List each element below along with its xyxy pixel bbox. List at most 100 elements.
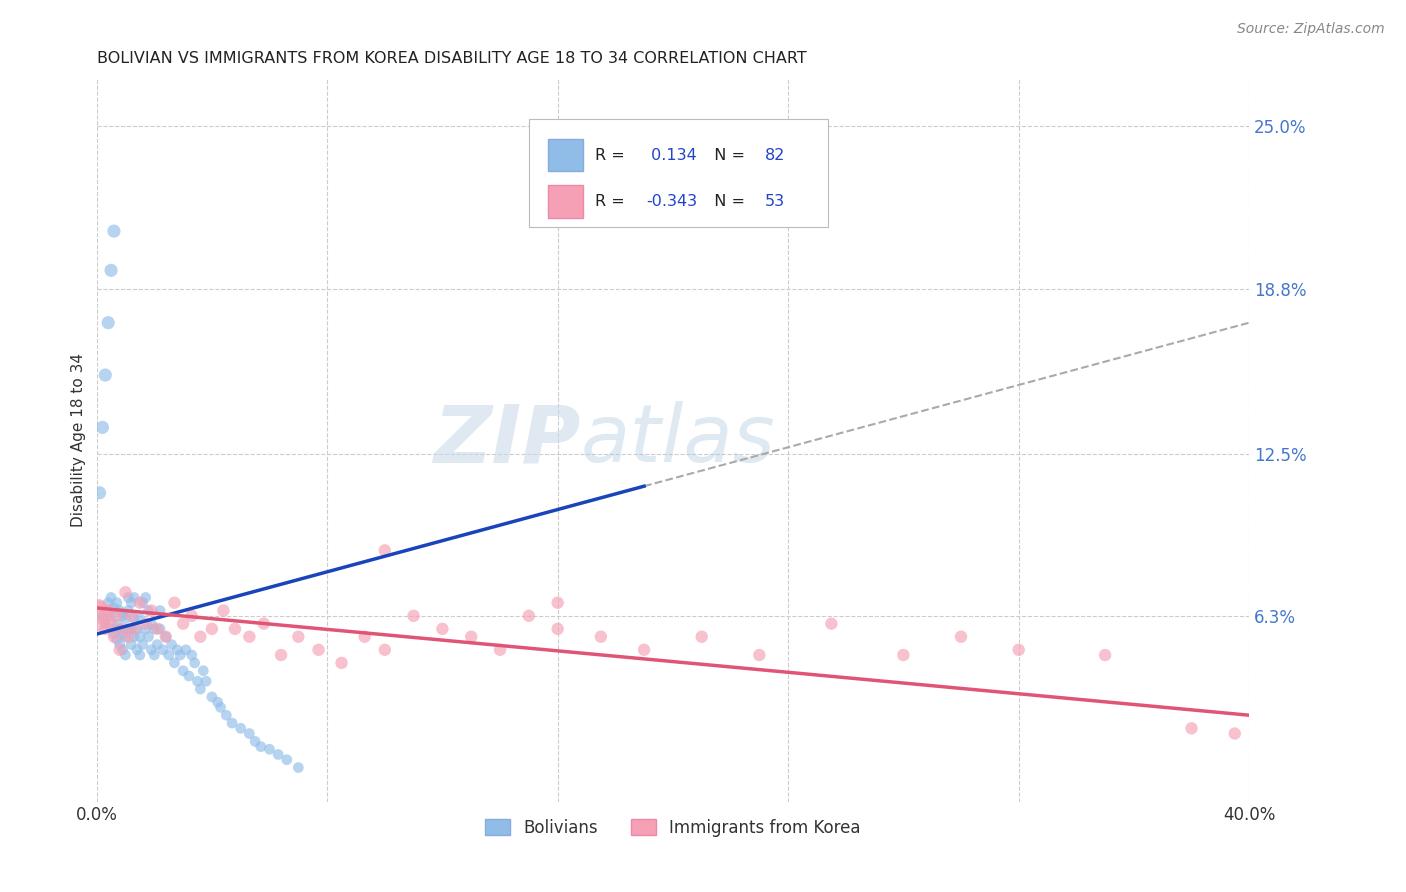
Point [128,630,150,644]
Point [224,622,246,636]
Text: N =: N = [704,147,751,162]
Point [122,611,145,625]
Point [100,622,122,636]
Point [166,642,188,657]
Point [163,596,186,610]
Point [120,596,142,610]
Text: N =: N = [704,194,751,209]
Point [193,664,215,678]
Text: 82: 82 [765,147,786,162]
Point [215,708,238,723]
Point [190,630,212,644]
Point [143,648,166,662]
Y-axis label: Disability Age 18 to 34: Disability Age 18 to 34 [72,353,86,527]
Point [94,368,117,382]
Legend: Bolivians, Immigrants from Korea: Bolivians, Immigrants from Korea [478,813,868,844]
Point [172,616,194,631]
Point [547,622,569,636]
Point [105,616,128,631]
Point [950,630,973,644]
Point [111,622,134,636]
Point [120,622,142,636]
Text: -0.343: -0.343 [647,194,697,209]
Point [111,608,134,623]
Point [589,630,612,644]
Point [141,616,163,631]
Point [177,669,200,683]
Point [111,627,134,641]
Point [91,608,114,623]
Point [190,681,212,696]
Point [207,695,229,709]
Point [111,642,134,657]
Point [149,622,172,636]
Point [141,603,163,617]
Point [128,611,150,625]
Point [114,585,136,599]
Point [135,622,157,636]
Point [253,616,276,631]
Point [149,603,172,617]
Point [155,630,177,644]
Point [180,608,202,623]
Point [143,622,166,636]
Point [114,630,136,644]
Point [117,630,139,644]
Point [89,599,111,613]
Text: ZIP: ZIP [433,401,581,480]
Point [146,638,169,652]
Point [353,630,375,644]
Point [267,747,290,762]
Point [103,627,125,641]
FancyBboxPatch shape [548,186,583,218]
Point [89,485,111,500]
Point [195,674,218,689]
Point [287,760,309,774]
Point [128,648,150,662]
Point [157,648,180,662]
Point [186,674,208,689]
Point [128,596,150,610]
Point [374,642,396,657]
Text: R =: R = [595,194,630,209]
Point [432,622,454,636]
Point [108,622,131,636]
Point [250,739,273,754]
Point [460,630,482,644]
Point [103,601,125,615]
Point [183,656,205,670]
Point [690,630,713,644]
Point [108,603,131,617]
Point [105,632,128,647]
Point [132,596,155,610]
Point [103,224,125,238]
Point [633,642,655,657]
Text: R =: R = [595,147,630,162]
Point [374,543,396,558]
Point [120,638,142,652]
Point [238,630,260,644]
Point [103,630,125,644]
Point [108,642,131,657]
Point [97,316,120,330]
Text: Source: ZipAtlas.com: Source: ZipAtlas.com [1237,22,1385,37]
Point [893,648,915,662]
Point [163,656,186,670]
Point [229,721,252,735]
Point [146,622,169,636]
Point [132,638,155,652]
Point [94,622,117,636]
Point [100,263,122,277]
Point [308,642,330,657]
Point [97,596,120,610]
FancyBboxPatch shape [548,139,583,171]
Point [94,616,117,631]
Point [180,648,202,662]
Point [402,608,425,623]
Point [1094,648,1116,662]
Point [138,603,160,617]
Point [114,611,136,625]
Point [1008,642,1031,657]
Point [117,622,139,636]
FancyBboxPatch shape [529,119,828,227]
